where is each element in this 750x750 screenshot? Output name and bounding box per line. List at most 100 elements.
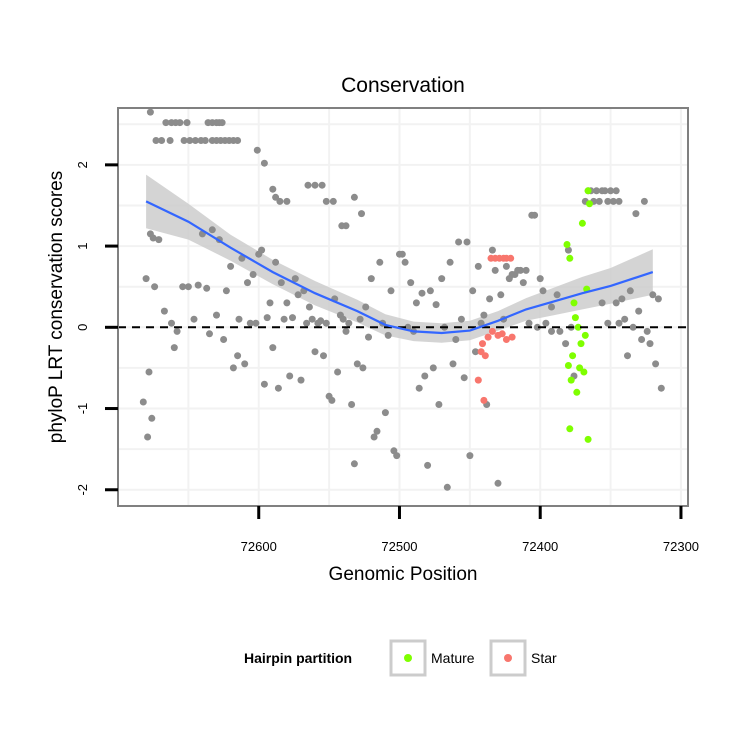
panel-background (118, 108, 688, 506)
point-other (463, 238, 471, 246)
point-other (612, 299, 620, 307)
point-other (457, 315, 465, 323)
point-other (472, 348, 479, 356)
point-other (564, 246, 572, 254)
legend-label-mature: Mature (431, 650, 475, 666)
point-other (289, 314, 296, 322)
point-other (170, 344, 178, 352)
point-other (139, 398, 147, 406)
point-other (362, 303, 370, 311)
point-other (286, 372, 294, 380)
point-other (297, 376, 305, 384)
point-other (345, 319, 353, 327)
x-axis: 72600 72500 72400 72300 (241, 506, 699, 554)
point-other (249, 271, 257, 278)
point-other (252, 319, 260, 327)
point-mature (581, 331, 589, 339)
point-other (415, 384, 423, 392)
point-other (654, 295, 662, 303)
point-other (373, 427, 381, 435)
point-other (218, 119, 226, 127)
point-other (609, 197, 617, 205)
point-mature (566, 254, 574, 262)
point-other (604, 197, 612, 205)
point-other (322, 197, 330, 205)
point-other (370, 433, 378, 441)
point-other (522, 266, 530, 274)
legend: Hairpin partition Mature Star (244, 639, 557, 677)
point-mature (564, 362, 572, 369)
y-tick-label: 0 (75, 324, 90, 331)
y-tick-label: -1 (75, 403, 90, 415)
point-other (443, 483, 451, 491)
point-other (162, 119, 170, 127)
point-other (146, 108, 154, 116)
point-other (168, 319, 175, 327)
point-other (531, 211, 539, 219)
point-other (519, 279, 527, 287)
point-other (227, 262, 235, 270)
point-other (145, 368, 153, 376)
point-other (466, 452, 474, 460)
point-other (166, 137, 174, 144)
point-other (601, 187, 609, 195)
point-other (494, 479, 502, 487)
point-other (148, 414, 156, 422)
point-other (184, 283, 192, 291)
point-other (208, 226, 216, 234)
point-other (308, 315, 316, 323)
point-other (643, 327, 651, 335)
x-tick-label: 72500 (381, 539, 417, 554)
point-other (480, 311, 488, 319)
point-other (142, 275, 150, 283)
point-star (488, 327, 496, 335)
point-other (206, 330, 213, 338)
point-other (160, 307, 168, 315)
point-other (320, 352, 327, 360)
point-other (342, 327, 350, 335)
point-other (562, 340, 570, 348)
point-other (359, 364, 367, 372)
point-other (311, 348, 319, 356)
x-tick-label: 72600 (241, 539, 277, 554)
point-other (220, 336, 228, 343)
smooth-line-path (145, 200, 654, 335)
point-star (508, 333, 516, 341)
point-other (474, 262, 482, 270)
point-mature (578, 219, 586, 227)
point-other (144, 433, 152, 441)
point-other (358, 210, 365, 218)
point-star (484, 333, 492, 341)
point-other (449, 360, 457, 368)
point-other (305, 303, 313, 311)
point-other (260, 159, 268, 167)
point-other (203, 284, 211, 292)
point-other (646, 340, 654, 348)
point-other (334, 368, 342, 376)
point-mature (574, 323, 582, 331)
point-star (480, 396, 488, 404)
point-other (621, 315, 629, 323)
point-other (412, 299, 420, 307)
point-other (452, 336, 460, 343)
panel-border (117, 107, 689, 507)
point-other (244, 279, 251, 287)
point-other (229, 364, 237, 372)
y-tick-label: 1 (75, 242, 90, 249)
point-star (502, 336, 510, 343)
y-axis: -2 -1 0 1 2 (75, 161, 118, 496)
legend-title: Hairpin partition (244, 650, 352, 666)
point-other (539, 287, 547, 295)
point-other (158, 137, 166, 144)
point-other (304, 181, 312, 189)
point-other (455, 238, 463, 246)
point-other (291, 275, 299, 283)
point-other (387, 287, 395, 295)
point-other (446, 258, 454, 266)
point-other (234, 352, 242, 360)
point-other (353, 360, 361, 368)
point-mature (586, 200, 593, 208)
point-star (479, 340, 486, 348)
point-other (435, 401, 443, 408)
